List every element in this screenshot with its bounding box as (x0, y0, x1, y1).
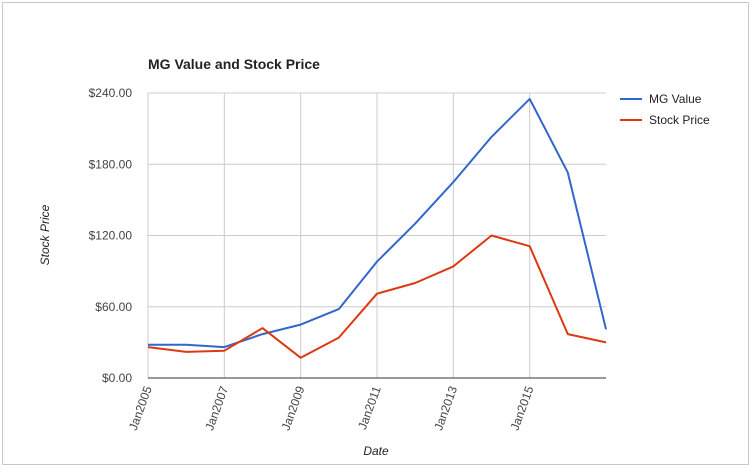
x-tick-label: Jan2015 (508, 384, 537, 432)
legend[interactable]: MG Value Stock Price (620, 92, 710, 127)
x-axis-ticks: Jan2005 Jan2007 Jan2009 Jan2011 Jan2013 Jan20… (126, 384, 537, 432)
series-line[interactable] (148, 97, 607, 349)
series-line[interactable] (147, 234, 607, 359)
x-tick-label: Jan2007 (202, 384, 231, 432)
y-tick-label: $180.00 (89, 157, 133, 171)
gridlines (147, 92, 606, 378)
legend-label: MG Value (649, 92, 702, 106)
legend-label: Stock Price (649, 113, 710, 127)
x-axis-title: Date (363, 444, 389, 458)
x-tick-label: Jan2013 (431, 384, 460, 432)
x-tick-label: Jan2009 (279, 384, 308, 432)
y-axis-title: Stock Price (38, 204, 52, 265)
y-tick-label: $60.00 (95, 300, 132, 314)
y-tick-label: $240.00 (89, 86, 133, 100)
x-tick-label: Jan2005 (126, 384, 155, 432)
series-lines (147, 97, 607, 359)
x-tick-label: Jan2011 (355, 384, 384, 432)
chart-container[interactable] (2, 2, 749, 465)
y-tick-label: $120.00 (89, 229, 133, 243)
y-axis-ticks: $0.00 $60.00 $120.00 $180.00 $240.00 (89, 86, 133, 385)
chart-title: MG Value and Stock Price (148, 56, 320, 72)
y-tick-label: $0.00 (102, 371, 132, 385)
